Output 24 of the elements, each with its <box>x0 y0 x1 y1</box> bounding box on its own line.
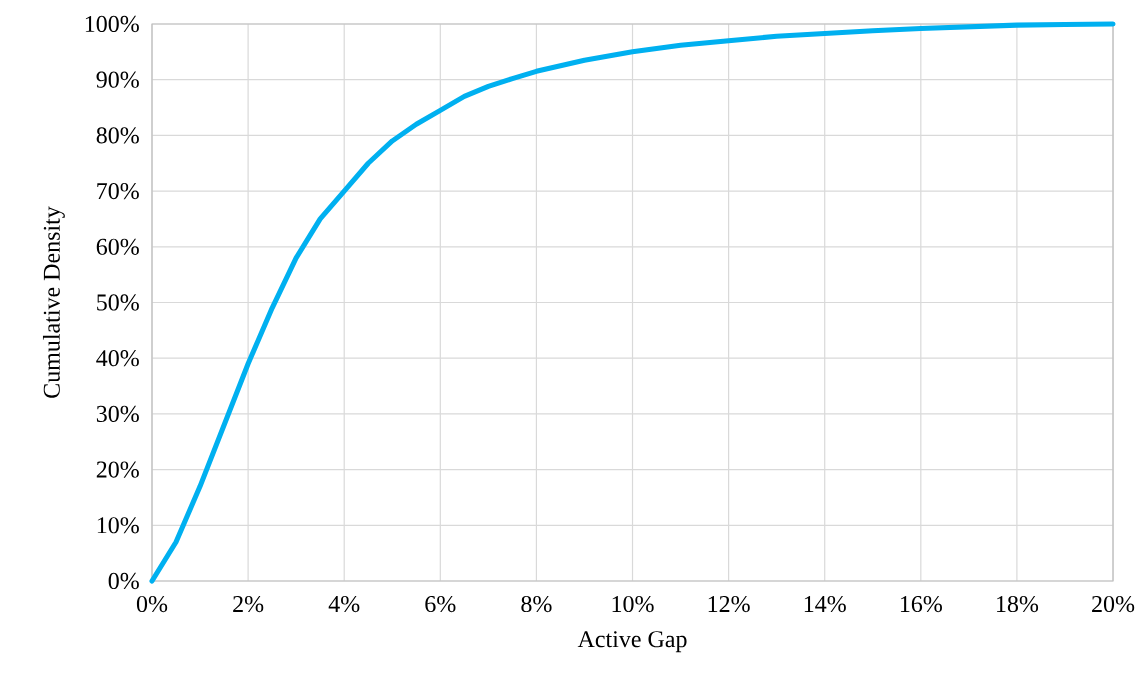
y-tick-label: 80% <box>96 127 139 144</box>
x-tick-label: 6% <box>425 595 456 613</box>
y-axis-title: Cumulative Density <box>42 206 65 398</box>
y-tick-label: 60% <box>96 238 139 255</box>
y-tick-label: 90% <box>96 71 139 88</box>
x-tick-label: 0% <box>136 595 168 613</box>
y-tick-label: 50% <box>97 294 139 311</box>
y-tick-label: 10% <box>97 517 139 534</box>
x-tick-label: 12% <box>708 595 750 613</box>
x-axis-title: Active Gap <box>577 631 687 653</box>
y-tick-label: 40% <box>96 350 139 367</box>
x-tick-label: 2% <box>233 595 264 613</box>
x-tick-label: 14% <box>804 595 846 613</box>
y-tick-label: 0% <box>108 572 139 590</box>
y-tick-label: 20% <box>96 461 139 478</box>
y-tick-label: 100% <box>85 15 139 33</box>
x-tick-label: 20% <box>1092 595 1135 613</box>
x-tick-label: 8% <box>521 595 552 613</box>
x-tick-label: 16% <box>900 595 942 613</box>
y-tick-label: 30% <box>96 405 139 423</box>
x-tick-label: 4% <box>328 595 360 613</box>
x-tick-label: 18% <box>997 595 1039 613</box>
y-tick-label: 70% <box>97 182 139 200</box>
x-tick-label: 10% <box>612 595 654 613</box>
